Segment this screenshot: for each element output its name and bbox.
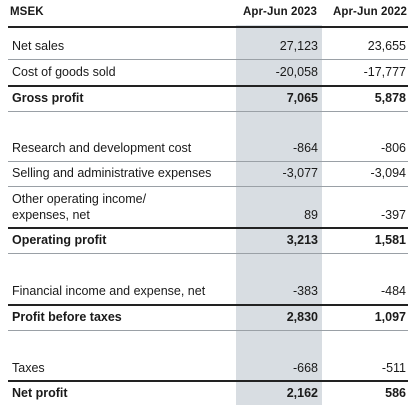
subtotal-rule [8, 304, 408, 306]
value-2022: -3,094 [370, 166, 406, 180]
row-divider [8, 253, 408, 254]
value-2022: -397 [380, 208, 406, 222]
row-divider [8, 59, 408, 60]
unit-label: MSEK [10, 6, 44, 18]
row-divider [8, 330, 408, 331]
value-2022: 5,878 [374, 91, 406, 105]
row-label: Selling and administrative expenses [12, 166, 212, 180]
value-2022: 586 [385, 386, 406, 400]
row-divider [8, 111, 408, 112]
row-label: Net profit [12, 386, 68, 400]
current-period-column-highlight [236, 25, 322, 405]
column-header-2023: Apr-Jun 2023 [242, 6, 317, 18]
value-2023: -3,077 [282, 166, 318, 180]
value-2023: -668 [292, 361, 318, 375]
row-label: Operating profit [12, 233, 107, 247]
value-2022: -806 [380, 141, 406, 155]
value-2023: 27,123 [279, 39, 318, 53]
value-2023: 2,162 [286, 386, 318, 400]
row-label: Research and development cost [12, 141, 192, 155]
value-2023: 7,065 [286, 91, 318, 105]
value-2022: 1,581 [374, 233, 406, 247]
value-2023: 89 [304, 208, 318, 222]
value-2023: -383 [292, 284, 318, 298]
row-label: Financial income and expense, net [12, 284, 206, 298]
value-2023: 3,213 [286, 233, 318, 247]
subtotal-rule [8, 227, 408, 229]
row-label: Net sales [12, 39, 65, 53]
value-2022: 1,097 [374, 310, 406, 324]
header-rule [8, 26, 408, 28]
subtotal-rule [8, 85, 408, 87]
value-2023: -20,058 [275, 65, 318, 79]
value-2022: 23,655 [367, 39, 406, 53]
subtotal-rule [8, 380, 408, 382]
row-label: Profit before taxes [12, 310, 122, 324]
row-label-line-2: expenses, net [12, 208, 90, 222]
row-divider [8, 186, 408, 187]
value-2023: 2,830 [286, 310, 318, 324]
value-2023: -864 [292, 141, 318, 155]
row-divider [8, 161, 408, 162]
row-label-line-1: Other operating income/ [12, 192, 147, 206]
column-header-2022: Apr-Jun 2022 [332, 6, 407, 18]
row-label: Gross profit [12, 91, 84, 105]
value-2022: -17,777 [363, 65, 406, 79]
row-label: Taxes [12, 361, 45, 375]
value-2022: -511 [381, 361, 406, 375]
value-2022: -484 [380, 284, 406, 298]
row-label: Cost of goods sold [12, 65, 116, 79]
